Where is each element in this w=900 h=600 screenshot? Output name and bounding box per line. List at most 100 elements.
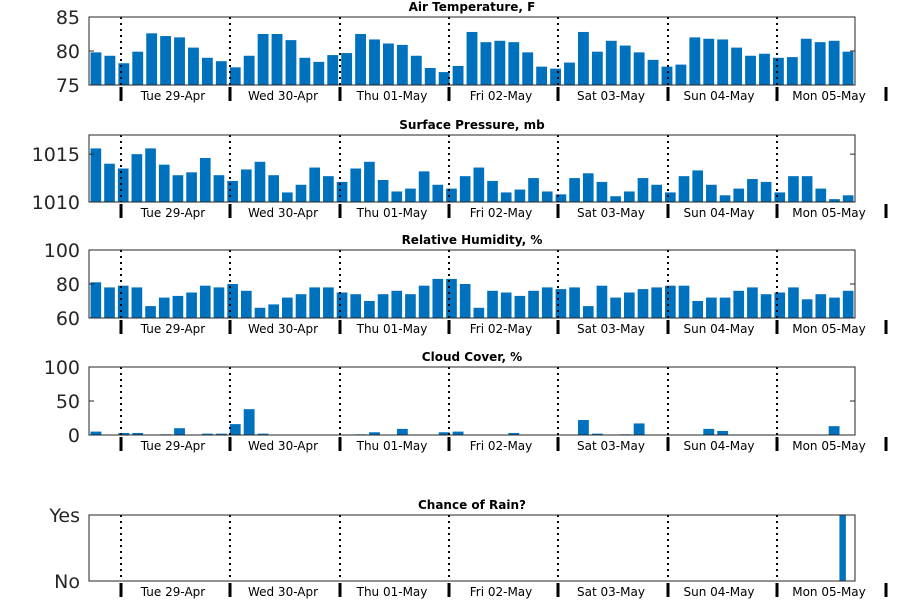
bar <box>229 424 241 435</box>
bar <box>839 515 846 581</box>
bar <box>405 188 416 202</box>
bar <box>774 192 786 202</box>
bar <box>313 61 325 85</box>
bar <box>747 179 758 202</box>
bar <box>596 285 608 318</box>
bar <box>377 179 389 202</box>
date-tick <box>119 437 123 451</box>
bar <box>801 299 813 318</box>
bar <box>268 175 279 202</box>
date-tick <box>884 320 888 334</box>
date-tick <box>119 320 123 334</box>
bar <box>117 168 129 202</box>
bar <box>596 181 608 202</box>
x-tick-label: Fri 02-May <box>470 322 533 336</box>
bar <box>201 433 213 435</box>
bar <box>364 301 375 318</box>
bar <box>452 65 464 85</box>
date-tick <box>556 204 560 218</box>
bar <box>633 52 645 85</box>
date-tick <box>228 437 232 451</box>
x-tick-label: Mon 05-May <box>792 585 866 599</box>
bar <box>610 196 621 202</box>
bar <box>675 64 687 85</box>
bar <box>514 189 526 202</box>
bar <box>282 192 293 202</box>
bar <box>323 287 334 318</box>
bar <box>829 297 840 318</box>
bar <box>733 290 745 318</box>
date-tick <box>775 204 779 218</box>
bar <box>341 53 353 85</box>
bar <box>90 282 102 318</box>
date-tick <box>228 204 232 218</box>
axes-frame <box>88 514 856 582</box>
date-tick <box>666 437 670 451</box>
bar <box>309 287 321 318</box>
bar <box>199 285 211 318</box>
bar <box>132 432 144 435</box>
y-tick-label: 0 <box>68 425 80 447</box>
bar <box>323 176 334 202</box>
bar <box>829 199 840 202</box>
date-tick <box>775 87 779 101</box>
bar <box>759 53 770 85</box>
bar <box>745 55 756 85</box>
x-tick-label: Sat 03-May <box>577 439 645 453</box>
bar <box>90 431 102 435</box>
bar <box>199 157 211 202</box>
panel-title: Air Temperature, F <box>409 0 536 14</box>
bar <box>786 57 798 85</box>
bar <box>350 168 362 202</box>
bar <box>369 432 380 435</box>
bar <box>651 287 662 318</box>
bar <box>564 62 575 85</box>
bar <box>678 176 690 202</box>
x-tick-label: Tue 29-Apr <box>140 585 205 599</box>
bar <box>637 289 649 318</box>
date-tick <box>666 583 670 597</box>
y-tick-label: 1010 <box>32 192 80 214</box>
bar <box>391 290 403 318</box>
bar <box>760 294 772 318</box>
bar <box>383 43 394 85</box>
bar <box>396 428 408 435</box>
bar <box>591 51 603 85</box>
bar <box>665 192 676 202</box>
bar <box>814 42 826 85</box>
date-tick <box>447 437 451 451</box>
bar <box>480 42 492 85</box>
bar <box>651 184 662 202</box>
date-tick <box>775 320 779 334</box>
bar <box>689 37 701 85</box>
bar <box>541 287 553 318</box>
date-tick <box>884 87 888 101</box>
bar <box>692 170 704 202</box>
y-tick-label: 80 <box>56 41 80 63</box>
bar <box>215 433 227 435</box>
bar <box>446 188 457 202</box>
bar <box>285 40 297 85</box>
bar <box>717 39 729 85</box>
y-tick-label: 60 <box>56 308 80 330</box>
bar <box>432 278 444 318</box>
bar <box>145 148 156 202</box>
bar <box>605 40 617 85</box>
bar <box>508 42 520 85</box>
y-tick-label: Yes <box>48 505 80 527</box>
bar <box>299 57 311 85</box>
bar <box>172 295 184 318</box>
bar <box>186 172 197 202</box>
y-tick-label: 75 <box>56 75 80 97</box>
bar <box>569 178 580 202</box>
x-tick-label: Thu 01-May <box>356 585 428 599</box>
x-tick-label: Sun 04-May <box>683 439 754 453</box>
y-tick-label: 85 <box>56 7 80 29</box>
bar <box>577 420 589 435</box>
date-tick <box>884 204 888 218</box>
bar <box>117 285 129 318</box>
bar <box>842 51 854 85</box>
bar <box>719 195 731 202</box>
x-tick-label: Mon 05-May <box>792 206 866 220</box>
